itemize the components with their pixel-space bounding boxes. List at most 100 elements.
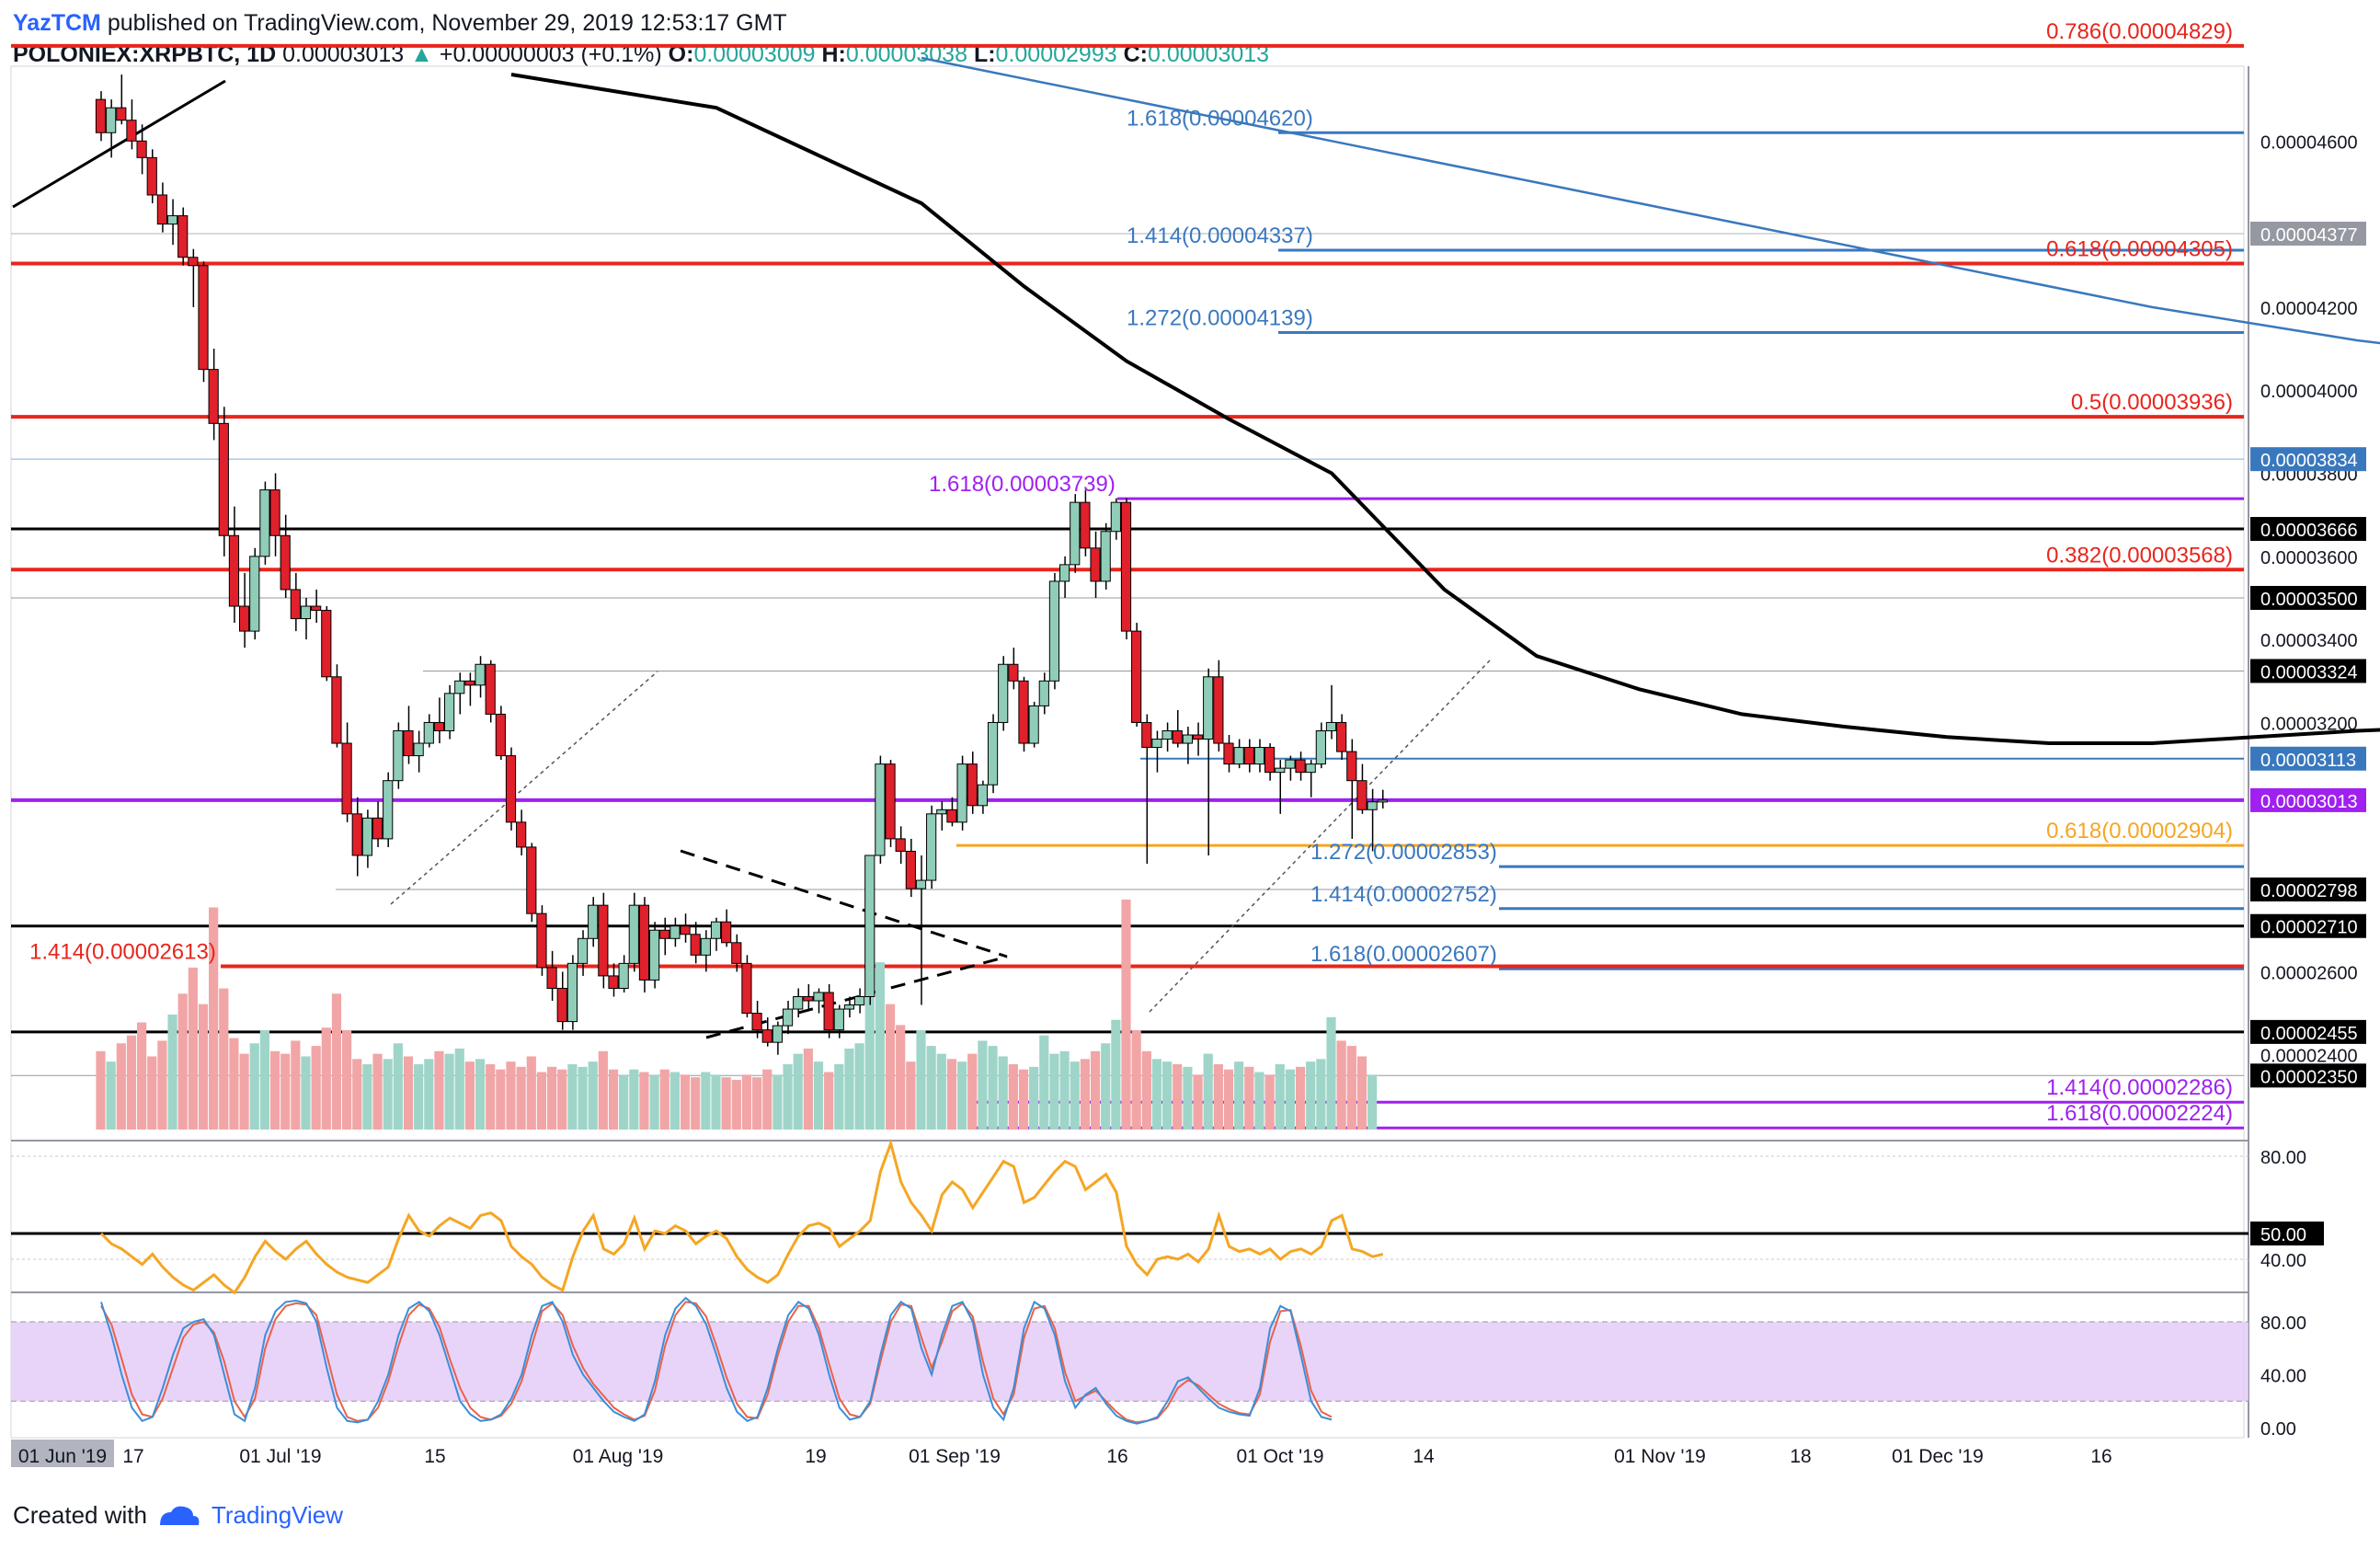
volume-bar xyxy=(936,1053,946,1130)
volume-bar xyxy=(803,1048,813,1130)
volume-bar xyxy=(1234,1061,1244,1130)
candle xyxy=(454,680,465,694)
x-label-box xyxy=(11,1440,114,1467)
volume-bar xyxy=(1018,1069,1029,1130)
candle xyxy=(854,996,865,1006)
rsi-label-box xyxy=(2250,1222,2324,1245)
candle xyxy=(116,107,127,121)
volume-bar xyxy=(342,1030,352,1130)
x-tick-label: 01 Sep '19 xyxy=(909,1446,1001,1467)
volume-bar xyxy=(762,1069,772,1130)
volume-bar xyxy=(701,1072,711,1130)
candle xyxy=(413,742,424,757)
x-tick-label: 15 xyxy=(424,1446,445,1467)
candle xyxy=(628,904,639,964)
candle xyxy=(1131,630,1142,723)
volume-bar xyxy=(1141,1050,1151,1130)
candle xyxy=(1161,730,1173,740)
volume-bar xyxy=(1336,1040,1346,1130)
volume-bar xyxy=(1173,1063,1183,1130)
candle xyxy=(393,730,404,782)
candle xyxy=(546,967,557,989)
volume-bar xyxy=(639,1072,649,1130)
trend-line xyxy=(1149,660,1491,1013)
candle xyxy=(833,1008,844,1031)
volume-bar xyxy=(988,1046,998,1130)
candle xyxy=(751,1013,762,1031)
volume-bar xyxy=(1367,1074,1378,1130)
volume-bar xyxy=(147,1056,157,1130)
price-tick-label: 0.00003200 xyxy=(2260,714,2358,734)
x-tick-label: 01 Nov '19 xyxy=(1614,1446,1706,1467)
volume-bar xyxy=(885,1004,896,1130)
candle xyxy=(659,929,670,939)
candle xyxy=(998,663,1009,723)
candle xyxy=(1192,734,1204,740)
volume-bar xyxy=(680,1074,691,1130)
volume-bar xyxy=(731,1080,741,1130)
volume-bar xyxy=(598,1050,608,1130)
candle xyxy=(1367,801,1378,810)
price-label-text: 0.00003834 xyxy=(2260,451,2358,471)
candle xyxy=(1018,680,1029,744)
candle xyxy=(249,556,260,632)
volume-bar xyxy=(691,1077,701,1130)
stoch-k-line xyxy=(100,1296,1333,1425)
volume-bar xyxy=(424,1059,434,1130)
volume-bar xyxy=(1285,1069,1295,1130)
rsi-tick-label: 50.00 xyxy=(2260,1225,2306,1245)
candle xyxy=(1080,501,1091,549)
volume-bar xyxy=(311,1046,321,1130)
volume-bar xyxy=(1151,1059,1162,1130)
candle xyxy=(1141,721,1152,749)
volume-bar xyxy=(1264,1074,1275,1130)
candle xyxy=(885,763,896,840)
price-tick-label: 0.00004200 xyxy=(2260,299,2358,319)
candle xyxy=(588,904,599,939)
candle xyxy=(341,742,352,815)
tradingview-logo-icon xyxy=(159,1506,200,1525)
candle xyxy=(361,817,372,856)
volume-bar xyxy=(496,1069,506,1130)
volume-bar xyxy=(721,1077,731,1130)
volume-bar xyxy=(793,1053,803,1130)
candle xyxy=(875,763,886,856)
candle xyxy=(95,98,107,133)
volume-bar xyxy=(1059,1050,1070,1130)
candle xyxy=(721,921,732,944)
tradingview-brand[interactable]: TradingView xyxy=(211,1501,344,1529)
price-label-text: 0.00002710 xyxy=(2260,918,2358,938)
volume-bar xyxy=(967,1053,978,1130)
ma200-line xyxy=(921,56,2380,345)
candle xyxy=(259,489,270,557)
low-label: L: xyxy=(973,41,996,67)
publish-line: YazTCM published on TradingView.com, Nov… xyxy=(13,7,2358,39)
candle xyxy=(331,676,342,744)
author-name[interactable]: YazTCM xyxy=(13,10,101,36)
volume-bar xyxy=(280,1053,291,1130)
candle xyxy=(136,140,147,158)
volume-bar xyxy=(752,1077,762,1130)
candle xyxy=(577,937,589,964)
volume-bar xyxy=(536,1072,547,1130)
volume-bar xyxy=(547,1066,557,1130)
candle xyxy=(372,817,383,840)
candle xyxy=(106,107,117,133)
volume-bar xyxy=(1316,1059,1326,1130)
volume-bar xyxy=(946,1059,957,1130)
rsi-tick-label: 40.00 xyxy=(2260,1251,2306,1271)
price-tick-label: 0.00004600 xyxy=(2260,132,2358,153)
x-tick-label: 14 xyxy=(1413,1446,1435,1467)
volume-bar xyxy=(1356,1056,1367,1130)
candle xyxy=(351,813,362,856)
price-label-text: 0.00003013 xyxy=(2260,792,2358,812)
volume-bar xyxy=(619,1074,629,1130)
candle xyxy=(618,962,629,989)
fib-level-label: 0.382(0.00003568) xyxy=(2046,543,2233,568)
price-label-text: 0.00004377 xyxy=(2260,225,2358,246)
volume-bar xyxy=(1213,1063,1223,1130)
fib-level-label: 1.272(0.00002853) xyxy=(1310,840,1497,865)
volume-bar xyxy=(249,1043,259,1130)
candle xyxy=(690,934,701,956)
